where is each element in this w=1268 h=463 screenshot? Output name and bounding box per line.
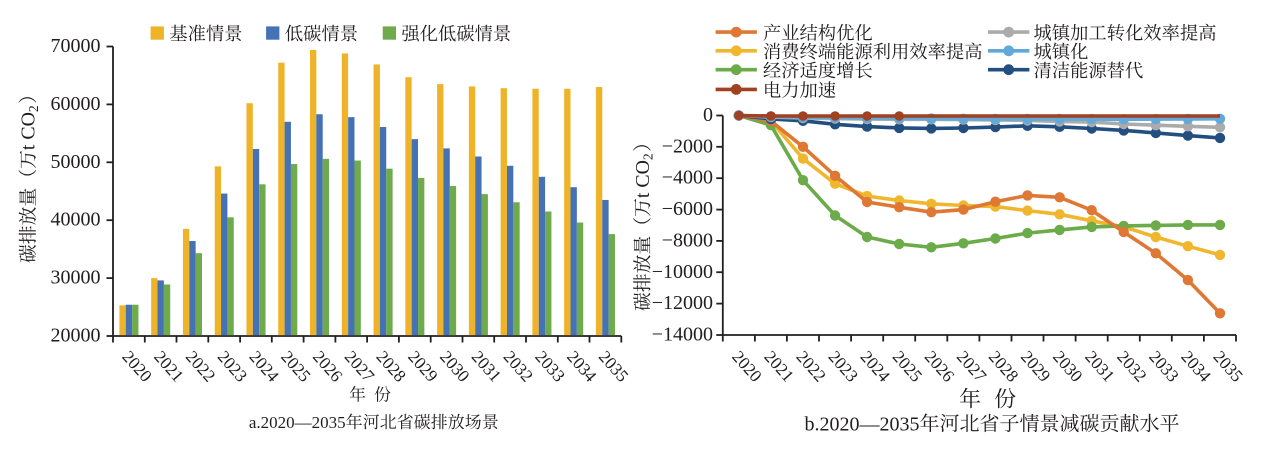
svg-text:50000: 50000 — [51, 151, 101, 173]
svg-text:30000: 30000 — [51, 267, 101, 289]
svg-text:t CO: t CO — [17, 112, 39, 150]
svg-text:−4000: −4000 — [662, 167, 713, 189]
svg-text:b.2020—2035: b.2020—2035 — [805, 414, 920, 436]
svg-text:20000: 20000 — [51, 325, 101, 347]
svg-text:a.2020—2035: a.2020—2035 — [249, 413, 346, 432]
svg-text:−10000: −10000 — [652, 261, 713, 283]
svg-text:70000: 70000 — [51, 35, 101, 57]
svg-text:−2000: −2000 — [662, 135, 713, 157]
svg-text:60000: 60000 — [51, 93, 101, 115]
svg-text:−12000: −12000 — [652, 292, 713, 314]
svg-text:−8000: −8000 — [662, 229, 713, 251]
svg-text:−6000: −6000 — [662, 198, 713, 220]
svg-text:0: 0 — [703, 104, 713, 126]
svg-text:t CO: t CO — [632, 160, 654, 198]
svg-text:−14000: −14000 — [652, 324, 713, 346]
svg-text:2: 2 — [641, 153, 656, 160]
svg-text:2: 2 — [26, 105, 41, 112]
svg-text:40000: 40000 — [51, 209, 101, 231]
